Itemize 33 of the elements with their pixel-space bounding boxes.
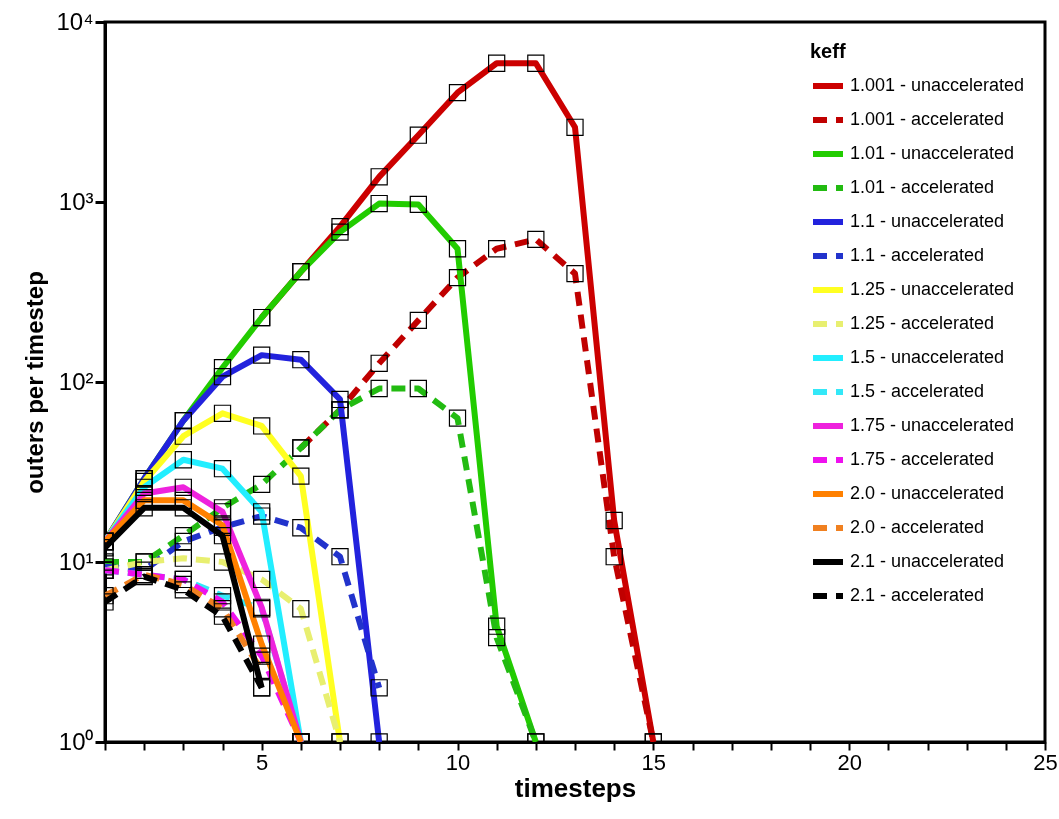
y-tick-label: 10⁴ xyxy=(56,7,94,35)
legend-label: 2.1 - unaccelerated xyxy=(850,551,1005,571)
point xyxy=(174,499,192,517)
x-tick-label: 25 xyxy=(1033,749,1058,775)
legend-label: 1.25 - accelerated xyxy=(850,313,995,333)
point xyxy=(135,499,153,517)
x-tick-label: 5 xyxy=(256,749,269,775)
y-tick-label: 10¹ xyxy=(58,547,94,575)
point xyxy=(213,607,232,625)
legend-label: 1.1 - unaccelerated xyxy=(850,211,1005,231)
legend-label: 1.75 - unaccelerated xyxy=(850,415,1015,435)
x-axis-title: timesteps xyxy=(514,772,637,803)
x-tick-label: 15 xyxy=(641,749,667,775)
legend-label: 1.75 - accelerated xyxy=(850,449,995,469)
x-tick-label: 10 xyxy=(445,749,471,775)
legend-label: 1.1 - accelerated xyxy=(850,245,985,265)
legend-label: 1.01 - unaccelerated xyxy=(850,143,1015,163)
y-tick-label: 10³ xyxy=(58,187,94,215)
legend-label: 1.001 - accelerated xyxy=(850,109,1005,129)
legend-label: 1.5 - unaccelerated xyxy=(850,347,1005,367)
legend-label: 2.1 - accelerated xyxy=(850,585,985,605)
legend-label: 2.0 - unaccelerated xyxy=(850,483,1005,503)
legend-label: 2.0 - accelerated xyxy=(850,517,985,537)
legend-label: 1.5 - accelerated xyxy=(850,381,985,401)
point xyxy=(213,527,232,545)
y-tick-label: 10² xyxy=(58,367,94,395)
x-tick-label: 20 xyxy=(837,749,862,775)
legend-label: 1.25 - unaccelerated xyxy=(850,279,1015,299)
y-tick-label: 10⁰ xyxy=(58,727,94,755)
legend-title: keff xyxy=(810,40,846,62)
y-axis-title: outers per timestep xyxy=(21,271,49,494)
legend-label: 1.01 - accelerated xyxy=(850,177,995,197)
legend-label: 1.001 - unaccelerated xyxy=(850,75,1025,95)
